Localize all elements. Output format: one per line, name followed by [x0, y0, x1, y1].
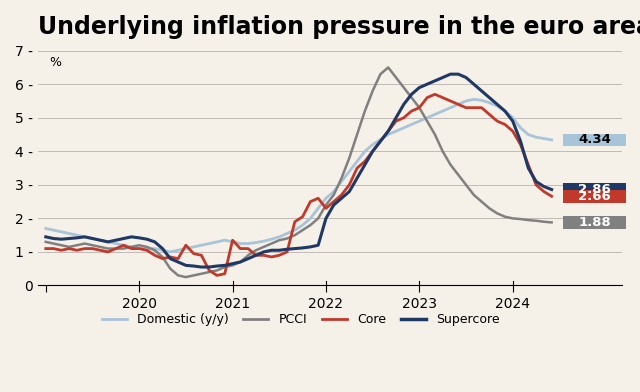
Text: Underlying inflation pressure in the euro area: Underlying inflation pressure in the eur…	[38, 15, 640, 39]
Text: %: %	[50, 56, 61, 69]
Text: 4.34: 4.34	[578, 133, 611, 146]
FancyBboxPatch shape	[563, 183, 625, 196]
FancyBboxPatch shape	[563, 190, 625, 203]
Text: 2.86: 2.86	[578, 183, 611, 196]
FancyBboxPatch shape	[563, 134, 625, 146]
FancyBboxPatch shape	[563, 216, 625, 229]
Legend: Domestic (y/y), PCCI, Core, Supercore: Domestic (y/y), PCCI, Core, Supercore	[97, 308, 505, 331]
Text: 1.88: 1.88	[578, 216, 611, 229]
Text: 2.66: 2.66	[578, 190, 611, 203]
